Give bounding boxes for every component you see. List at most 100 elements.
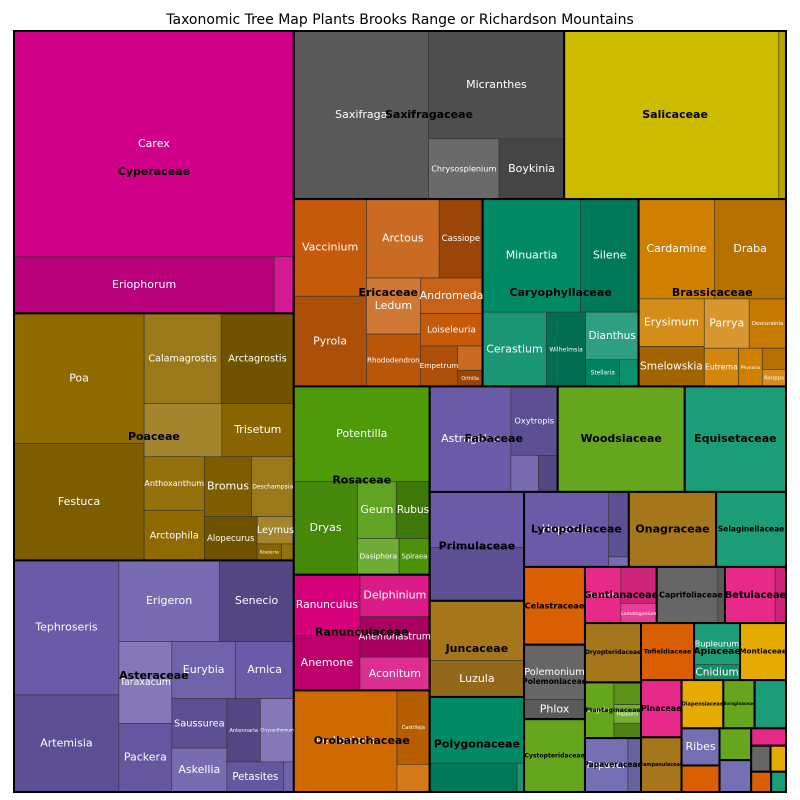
genus-label: Loiseleuria: [427, 325, 476, 335]
family-label: Dryopteridaceae: [585, 649, 641, 656]
family-label: Ericaceae: [358, 286, 418, 299]
genus-tile: [608, 556, 630, 568]
genus-tile: [143, 456, 205, 511]
genus-label: Hippuris: [617, 711, 639, 717]
genus-tile: [613, 682, 642, 705]
genus-tile: [293, 30, 429, 200]
family-label: Brassicaceae: [672, 286, 753, 299]
family-group: [715, 490, 787, 568]
family-label: Cyperaceae: [118, 165, 190, 178]
genus-tile: [482, 198, 581, 313]
family-group: [428, 695, 526, 794]
genus-label: Ledum: [375, 299, 412, 312]
genus-tile: [719, 759, 752, 793]
family-group: [292, 198, 484, 388]
genus-tile: [498, 138, 565, 200]
family-group: [753, 679, 787, 730]
genus-tile: [429, 547, 525, 602]
family-label: Orobanchaceae: [314, 734, 410, 747]
genus-label: Huperzia: [542, 522, 591, 535]
genus-label: Physaria: [741, 365, 760, 371]
family-group: [292, 30, 566, 201]
family-label: Betulaceae: [725, 590, 787, 601]
family-label: Montiaceae: [739, 647, 787, 656]
genus-tile: [204, 456, 252, 517]
genus-tile: [420, 313, 483, 347]
genus-tile: [13, 443, 145, 561]
genus-tile: [638, 346, 705, 387]
genus-tile: [251, 456, 295, 517]
genus-label: Erigeron: [146, 594, 192, 607]
genus-label: Tephroseris: [34, 621, 98, 634]
genus-tile: [714, 198, 787, 300]
genus-label: Antennaria: [229, 728, 258, 734]
genus-tile: [171, 698, 228, 749]
family-group: [428, 385, 559, 493]
genus-label: Rorippa: [764, 375, 784, 381]
genus-tile: [13, 313, 145, 444]
genus-label: Rubus: [397, 504, 429, 516]
genus-label: Potentilla: [336, 427, 387, 440]
genus-label: Bupleurum: [695, 638, 740, 648]
family-group: [750, 770, 773, 794]
genus-label: Arctophila: [150, 530, 199, 541]
genus-tile: [750, 771, 772, 793]
genus-tile: [640, 736, 682, 793]
genus-label: Phlox: [540, 702, 570, 715]
genus-label: Trisetum: [233, 423, 281, 436]
genus-label: Descurainia: [752, 321, 783, 327]
family-group: [292, 689, 431, 793]
genus-label: Parrya: [709, 317, 744, 330]
genus-tile: [681, 765, 720, 793]
family-group: [523, 490, 630, 568]
genus-label: Rhododendron: [367, 355, 420, 364]
genus-tile: [395, 481, 431, 539]
genus-tile: [428, 138, 500, 200]
family-label: Fabaceae: [464, 432, 522, 445]
genus-label: Smelowskia: [640, 360, 703, 372]
family-label: Pinaceae: [641, 704, 682, 713]
family-group: [523, 643, 586, 721]
genus-label: Minuartia: [506, 249, 558, 262]
family-group: [739, 622, 788, 682]
genus-tile: [281, 543, 295, 561]
genus-tile: [420, 277, 483, 314]
genus-tile: [750, 745, 771, 773]
genus-tile: [684, 386, 787, 493]
family-border: [770, 770, 788, 794]
family-group: [627, 490, 718, 568]
family-label: Selaginellaceae: [718, 524, 784, 533]
genus-label: Polemonium: [524, 667, 585, 678]
family-label: Equisetaceae: [694, 432, 777, 445]
genus-tile: [778, 30, 787, 200]
genus-tile: [429, 696, 525, 764]
genus-tile: [585, 359, 621, 387]
family-label: Plantaginaceae: [585, 706, 641, 714]
genus-tile: [235, 641, 295, 699]
genus-label: Erysimum: [644, 316, 699, 329]
genus-tile: [640, 679, 682, 738]
family-label: Diapensiaceae: [682, 702, 724, 708]
genus-label: Petasites: [232, 772, 278, 783]
genus-label: Leymus: [257, 525, 294, 536]
genus-label: Eurybia: [183, 663, 225, 676]
genus-label: Dryas: [310, 521, 342, 534]
family-label: Polygonaceae: [434, 737, 520, 750]
genus-label: Carex: [138, 137, 170, 150]
family-label: Campanulaceae: [640, 762, 684, 768]
genus-tile: [396, 763, 431, 793]
family-label: Cystopteridaceae: [524, 753, 584, 760]
family-group: [13, 30, 295, 315]
genus-label: Micranthes: [466, 78, 527, 91]
genus-tile: [761, 347, 787, 370]
family-group: [13, 559, 295, 793]
genus-label: Arnica: [247, 663, 282, 676]
genus-tile: [366, 277, 421, 335]
genus-label: Orthilia: [461, 376, 479, 382]
genus-label: Boykinia: [508, 162, 555, 175]
genus-tile: [283, 761, 295, 793]
genus-tile: [719, 728, 752, 761]
family-group: [481, 198, 640, 388]
genus-tile: [13, 256, 275, 314]
genus-label: Geum: [360, 503, 393, 516]
